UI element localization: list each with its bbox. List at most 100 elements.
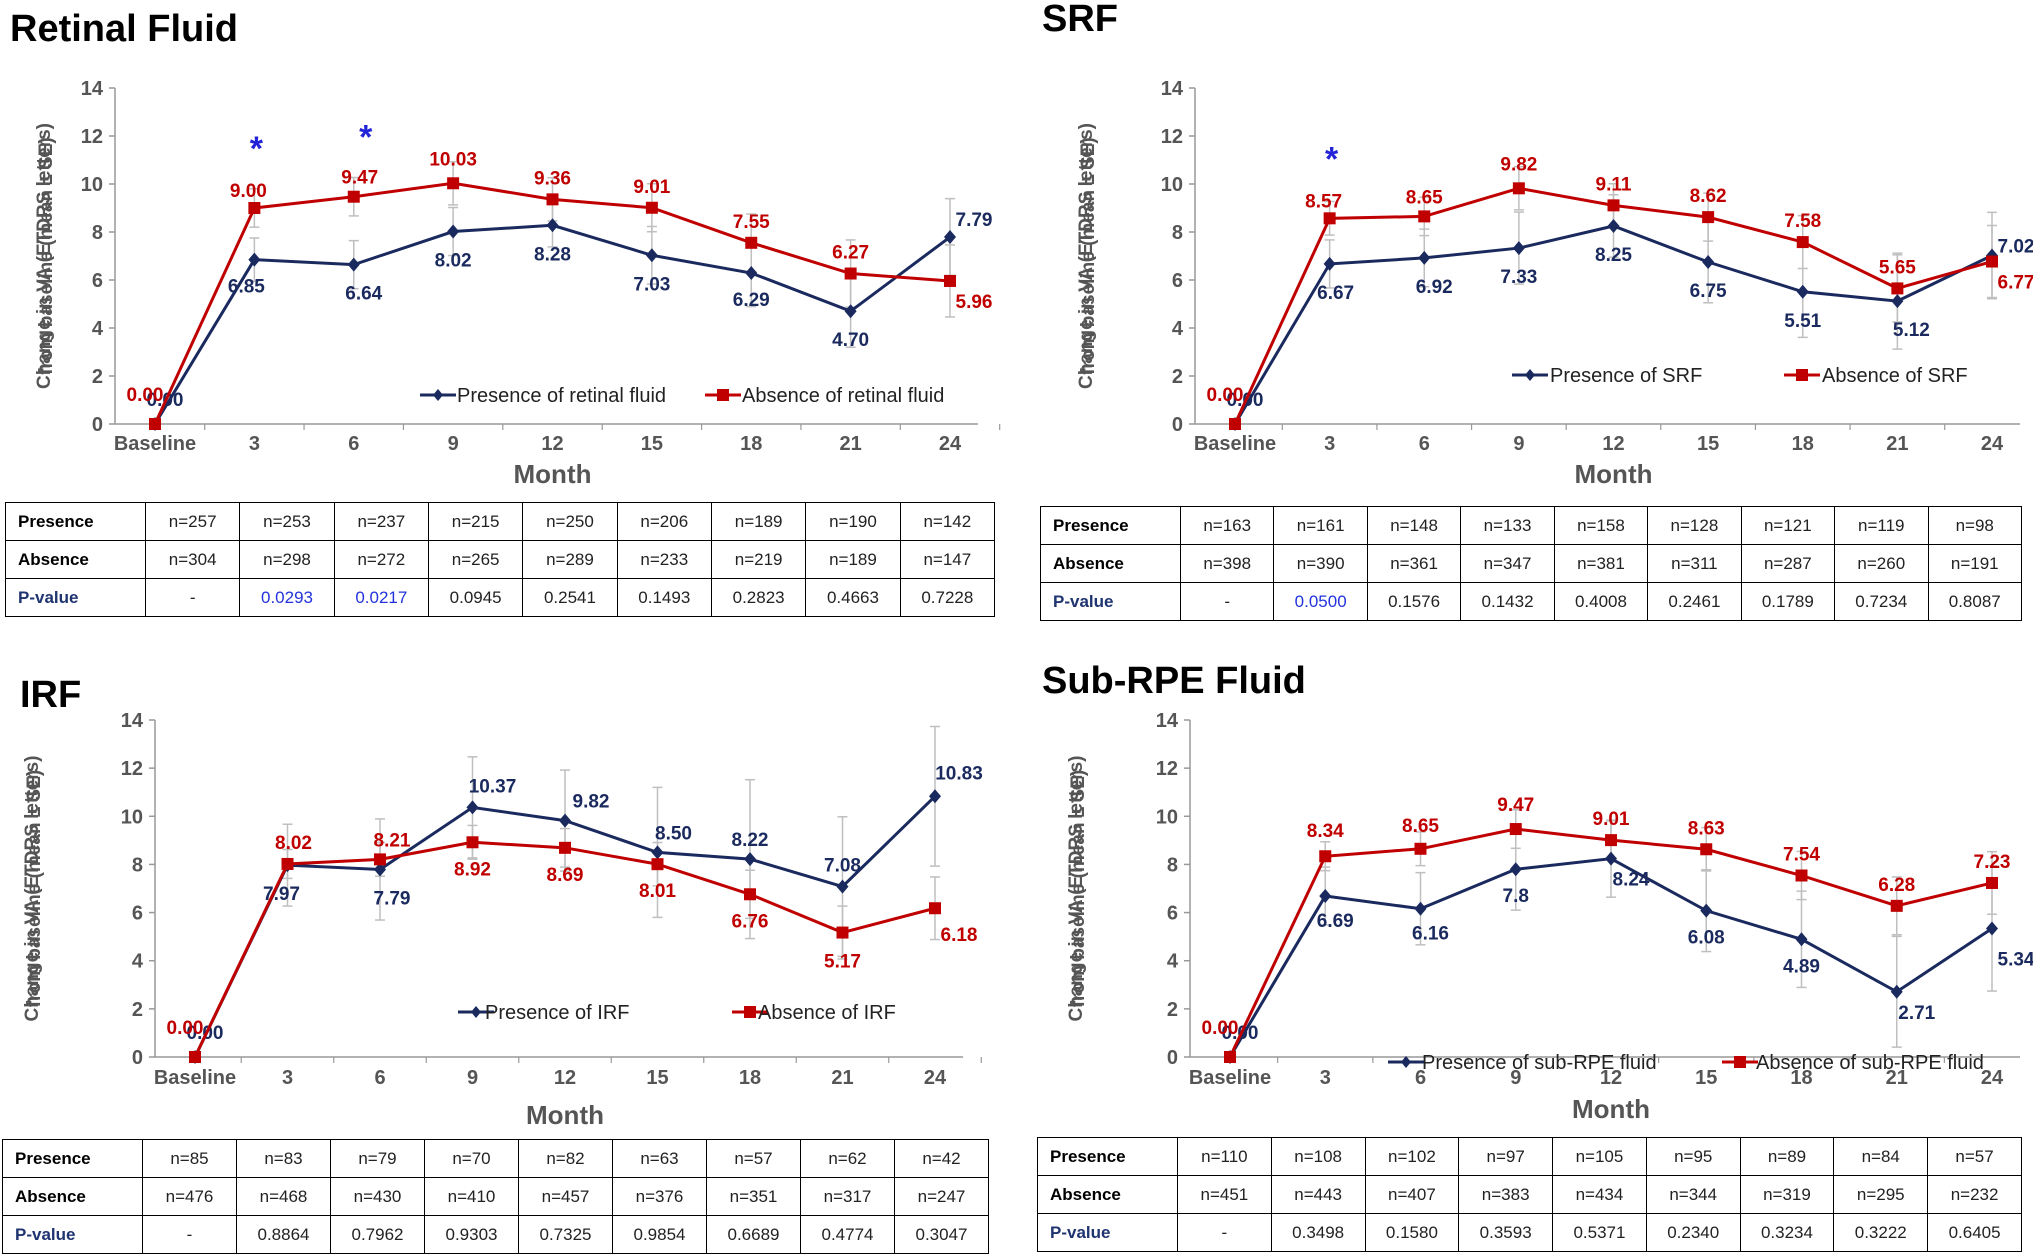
x-tick-label: 9 (467, 1067, 478, 1089)
marker-absence (836, 926, 849, 939)
row-label: Presence (5, 502, 146, 541)
table-cell: n=102 (1364, 1137, 1460, 1176)
legend-label: Absence of retinal fluid (742, 385, 944, 407)
marker-presence (651, 845, 664, 860)
marker-presence (1891, 294, 1904, 309)
table-cell: n=289 (522, 540, 618, 579)
marker-presence (546, 218, 559, 233)
marker-absence (1414, 842, 1427, 855)
table-cell: n=119 (1834, 506, 1929, 545)
y-tick-label: 6 (1167, 903, 1178, 925)
table-cell: 0.9854 (612, 1215, 707, 1254)
x-tick-label: 24 (939, 433, 962, 455)
data-label-absence: 0.00 (1207, 385, 1244, 406)
data-label-absence: 9.47 (1497, 795, 1534, 816)
table-cell: n=133 (1460, 506, 1555, 545)
n-table-retinal-fluid: Presence n=257 n=253 n=237 n=215 n=250 n=206 n=… (5, 502, 996, 617)
x-tick-label: 12 (1602, 433, 1624, 455)
marker-absence (744, 888, 756, 901)
significance-star: * (250, 130, 264, 168)
data-label-presence: 6.08 (1688, 928, 1725, 949)
marker-presence (1319, 888, 1332, 903)
data-label-absence: 0.00 (167, 1018, 204, 1039)
row-label: Presence (2, 1139, 143, 1178)
table-cell: n=84 (1833, 1137, 1929, 1176)
table-cell: 0.3593 (1458, 1213, 1554, 1252)
marker-presence (1890, 984, 1903, 999)
y-tick-label: 0 (1172, 414, 1183, 436)
y-tick-label: 12 (121, 758, 143, 780)
x-tick-label: 24 (924, 1067, 947, 1089)
data-label-presence: 7.02 (1998, 237, 2033, 258)
table-cell: n=57 (706, 1139, 801, 1178)
x-tick-label: 24 (1981, 1067, 2004, 1089)
data-label-absence: 5.65 (1879, 257, 1916, 278)
data-label-presence: 8.22 (732, 830, 769, 851)
y-tick-label: 8 (1167, 854, 1178, 876)
legend-label: Presence of IRF (485, 1002, 630, 1024)
data-label-absence: 6.76 (732, 911, 769, 932)
x-tick-label: 9 (1510, 1067, 1521, 1089)
y-tick-label: 14 (1161, 78, 1184, 100)
marker-presence (559, 813, 571, 828)
marker-absence (745, 236, 758, 249)
table-cell: n=191 (1927, 544, 2022, 583)
data-label-presence: 9.82 (573, 792, 610, 813)
row-label: P-value (1037, 1213, 1178, 1252)
table-cell: n=147 (899, 540, 996, 579)
data-label-absence: 9.00 (230, 181, 267, 202)
row-label: P-value (5, 578, 146, 617)
data-label-presence: 6.75 (1690, 281, 1727, 302)
table-cell: n=148 (1366, 506, 1462, 545)
marker-absence (149, 418, 161, 430)
table-cell: n=298 (239, 540, 335, 579)
table-cell: n=347 (1460, 544, 1555, 583)
data-label-presence: 6.85 (228, 277, 265, 298)
x-tick-label: 3 (249, 433, 260, 455)
y-tick-label: 12 (81, 126, 103, 148)
n-table-sub-rpe: Presence n=110 n=108 n=102 n=97 n=105 n=95 n=89… (1037, 1137, 2022, 1252)
panel-srf: SRF 0 2 4 6 8 10 12 14 Baseline 3 6 9 12 15 18 21 24 Mont… (1032, 0, 2033, 625)
x-tick-label: 21 (831, 1067, 853, 1089)
marker-presence (745, 266, 758, 281)
marker-absence (447, 177, 460, 190)
data-label-absence: 8.65 (1402, 816, 1439, 837)
y-tick-label: 2 (1167, 999, 1178, 1021)
data-label-presence: 8.25 (1595, 245, 1632, 266)
table-cell: n=304 (144, 540, 241, 579)
table-cell: n=128 (1647, 506, 1742, 545)
table-cell: n=79 (330, 1139, 425, 1178)
data-label-absence: 8.01 (639, 881, 676, 902)
legend-marker (744, 1006, 756, 1018)
legend-marker (433, 389, 443, 401)
table-cell: n=311 (1647, 544, 1742, 583)
n-table-irf: Presence n=85 n=83 n=79 n=70 n=82 n=63 n=57 n=62… (2, 1139, 989, 1254)
row-label: Absence (5, 540, 146, 579)
data-label-absence: 6.27 (832, 243, 869, 264)
table-cell: n=189 (805, 540, 901, 579)
x-tick-label: 21 (1886, 1067, 1908, 1089)
row-label: P-value (1040, 582, 1181, 621)
data-label-absence: 5.17 (824, 952, 861, 973)
marker-absence (1796, 236, 1809, 249)
table-cell: n=265 (427, 540, 524, 579)
marker-presence (1418, 250, 1431, 265)
data-label-absence: 6.28 (1878, 875, 1915, 896)
table-cell: 0.8087 (1927, 582, 2022, 621)
data-label-absence: 9.01 (1593, 809, 1630, 830)
panel-irf: IRF 0 2 4 6 8 10 12 14 Baseline 3 6 9 12 15 18 21 24 Mont… (0, 630, 1010, 1258)
x-tick-label: 6 (1419, 433, 1430, 455)
data-label-presence: 5.34 (1998, 949, 2033, 970)
marker-presence (466, 800, 479, 815)
y-tick-label: 4 (1167, 951, 1179, 973)
table-row: Absence n=304 n=298 n=272 n=265 n=289 n=233 n=2… (5, 540, 996, 579)
y-tick-label: 8 (1172, 222, 1183, 244)
y-tick-label: 6 (1172, 270, 1183, 292)
marker-absence (651, 858, 664, 871)
data-label-presence: 4.70 (832, 330, 869, 351)
y-axis-label-line1: Change in VA (ETDRS letters) (1076, 123, 1097, 389)
x-tick-label: 21 (1886, 433, 1908, 455)
y-tick-label: 4 (1172, 318, 1184, 340)
table-cell: - (142, 1215, 237, 1254)
